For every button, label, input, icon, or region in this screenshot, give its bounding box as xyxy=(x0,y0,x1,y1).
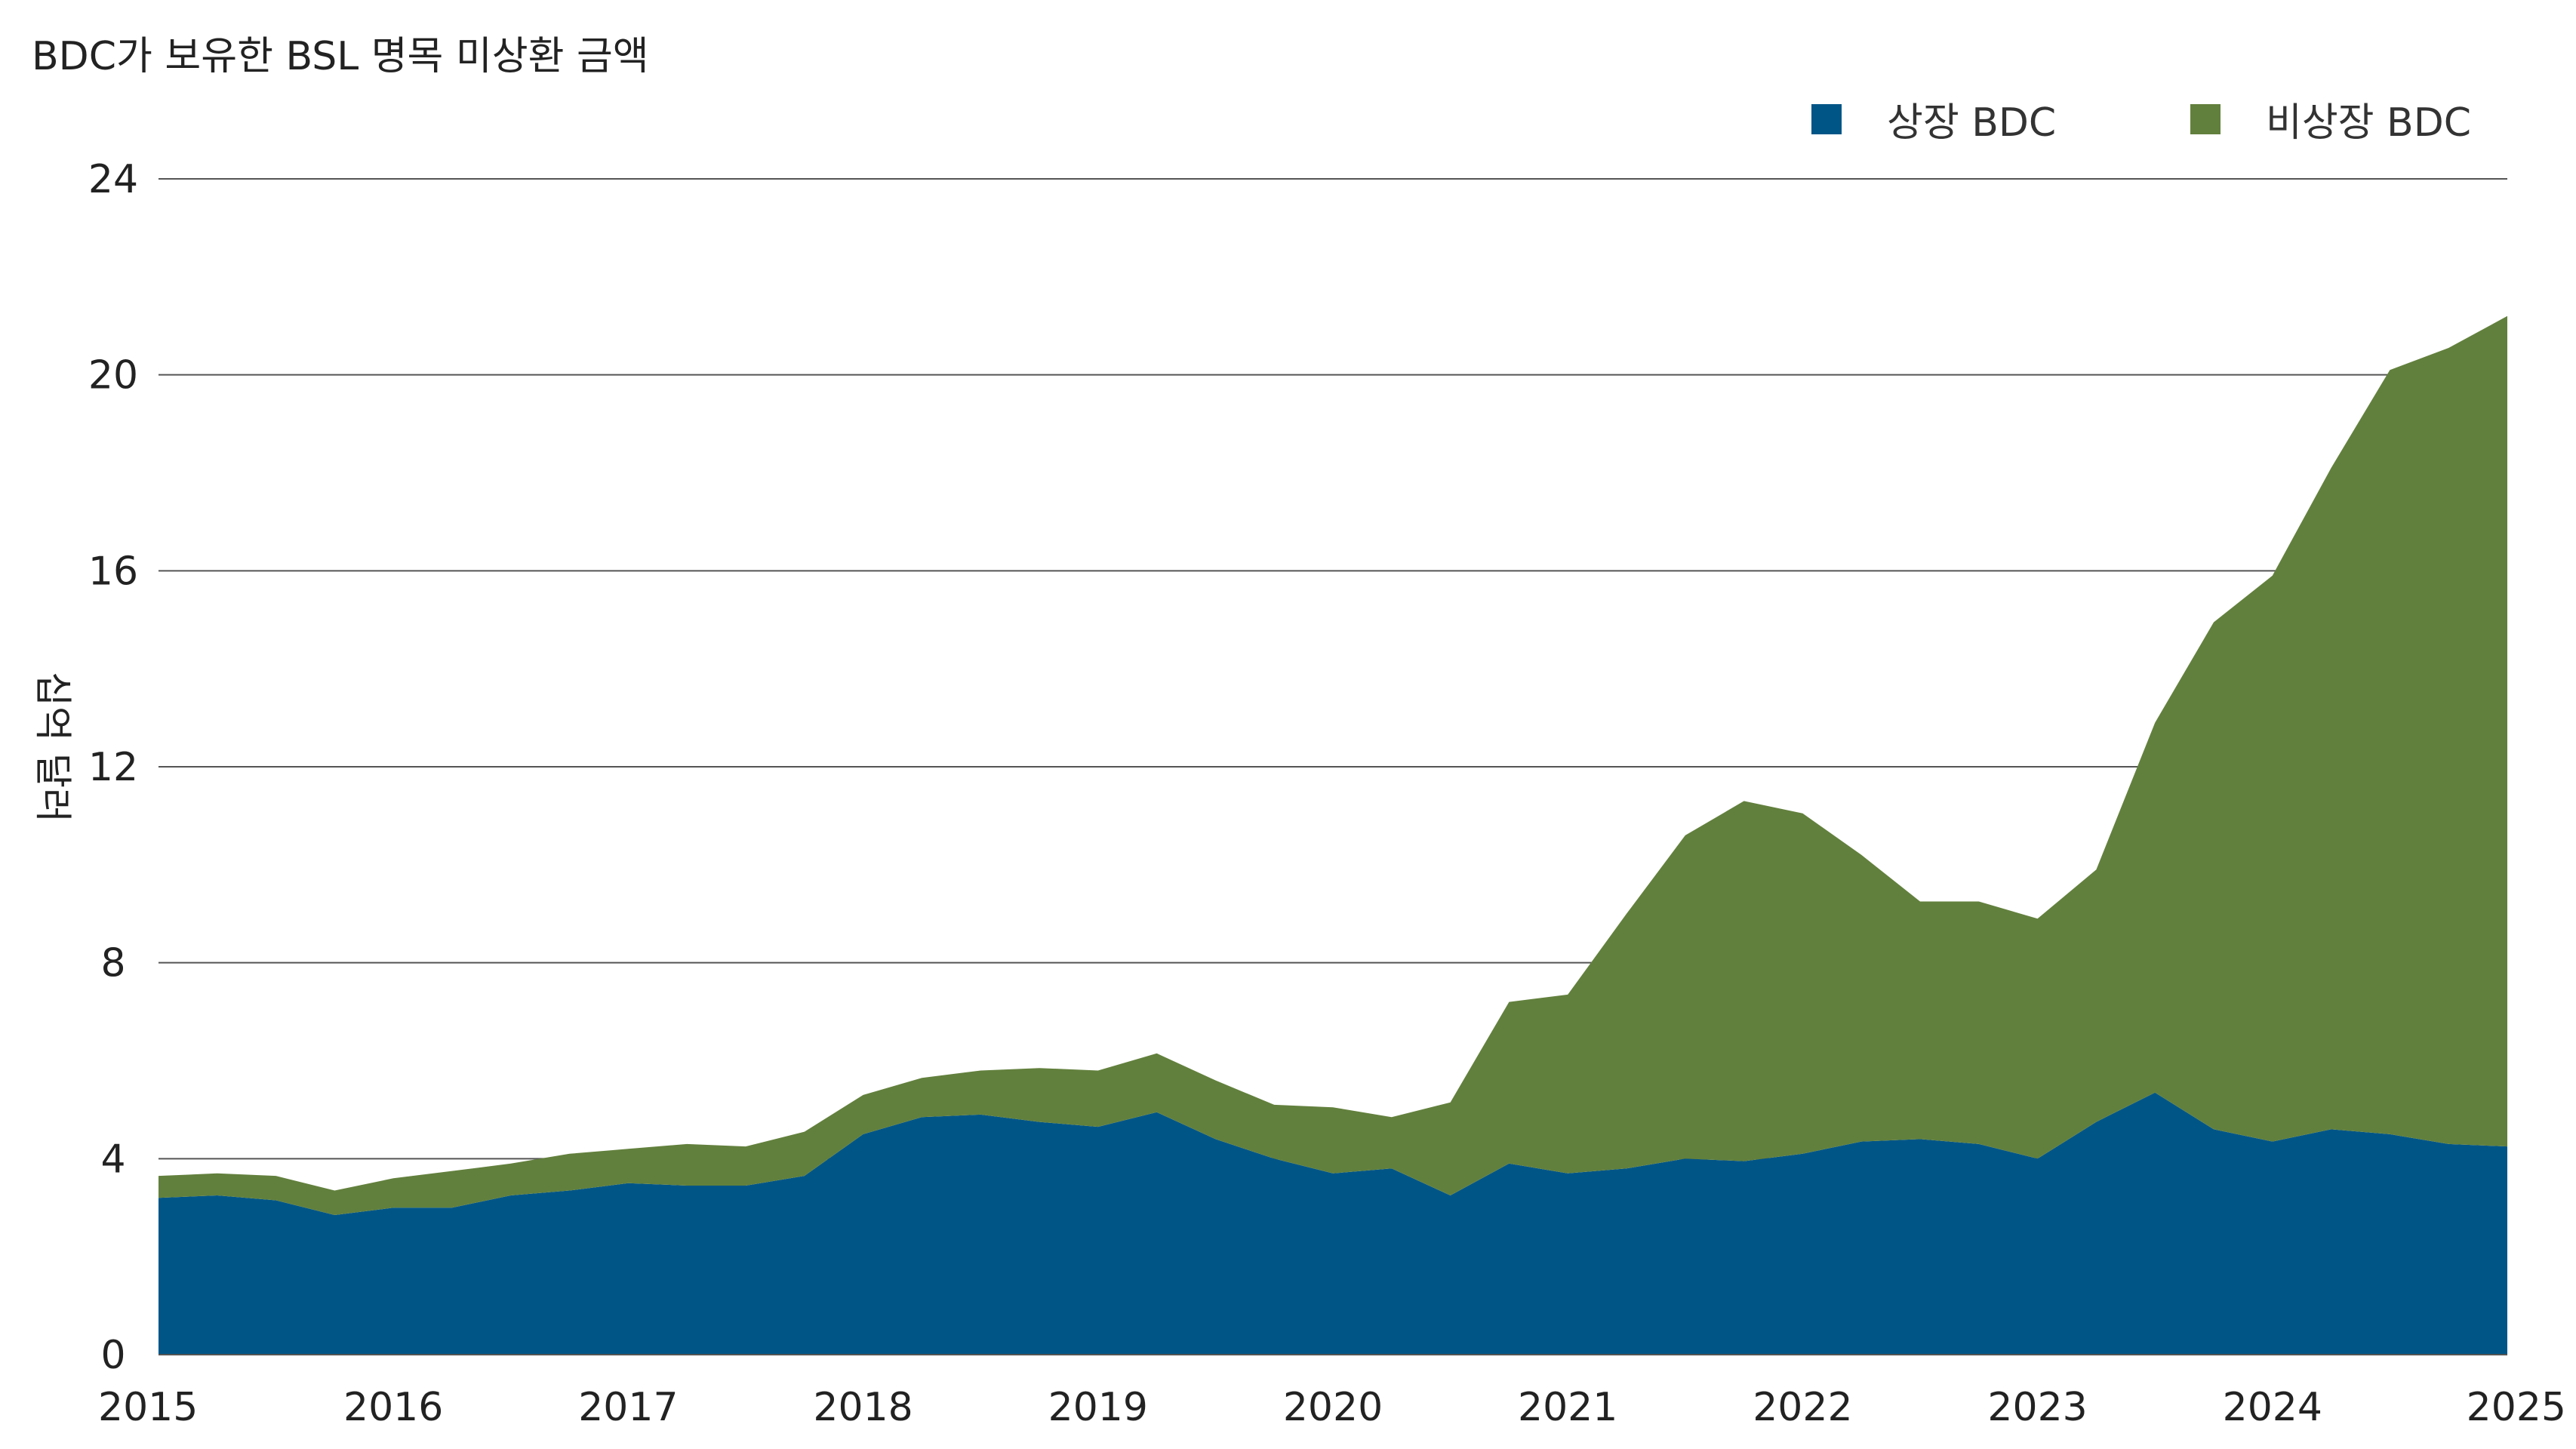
y-tick-label-0: 0 xyxy=(100,1333,125,1378)
y-tick-label-4: 4 xyxy=(100,1137,125,1182)
chart-title: BDC가 보유한 BSL 명목 미상환 금액 xyxy=(32,34,649,79)
x-tick-label-2017: 2017 xyxy=(578,1385,678,1430)
x-tick-label-2019: 2019 xyxy=(1048,1385,1148,1430)
legend-label-listed: 상장 BDC xyxy=(1887,100,2057,146)
legend-item-nonlisted: 비상장 BDC xyxy=(2190,91,2471,147)
y-tick-label-8: 8 xyxy=(100,941,125,986)
area-series-1 xyxy=(158,315,2507,1215)
y-tick-label-16: 16 xyxy=(88,549,138,594)
x-tick-label-2015: 2015 xyxy=(98,1385,198,1430)
x-tick-label-2021: 2021 xyxy=(1518,1385,1617,1430)
x-tick-label-2016: 2016 xyxy=(343,1385,443,1430)
x-tick-label-2018: 2018 xyxy=(813,1385,913,1430)
x-tick-label-2024: 2024 xyxy=(2223,1385,2322,1430)
area-series-0 xyxy=(158,1092,2507,1355)
legend-label-nonlisted: 비상장 BDC xyxy=(2266,100,2472,146)
legend-swatch-listed xyxy=(1811,103,1842,134)
y-tick-label-12: 12 xyxy=(88,745,138,790)
x-tick-label-2025: 2025 xyxy=(2467,1385,2566,1430)
x-tick-label-2023: 2023 xyxy=(1987,1385,2087,1430)
y-tick-label-20: 20 xyxy=(88,353,138,398)
x-tick-label-2020: 2020 xyxy=(1283,1385,1383,1430)
legend-item-listed: 상장 BDC xyxy=(1811,91,2056,147)
legend-swatch-nonlisted xyxy=(2190,103,2221,134)
x-tick-label-2022: 2022 xyxy=(1753,1385,1852,1430)
y-tick-label-24: 24 xyxy=(88,157,138,202)
